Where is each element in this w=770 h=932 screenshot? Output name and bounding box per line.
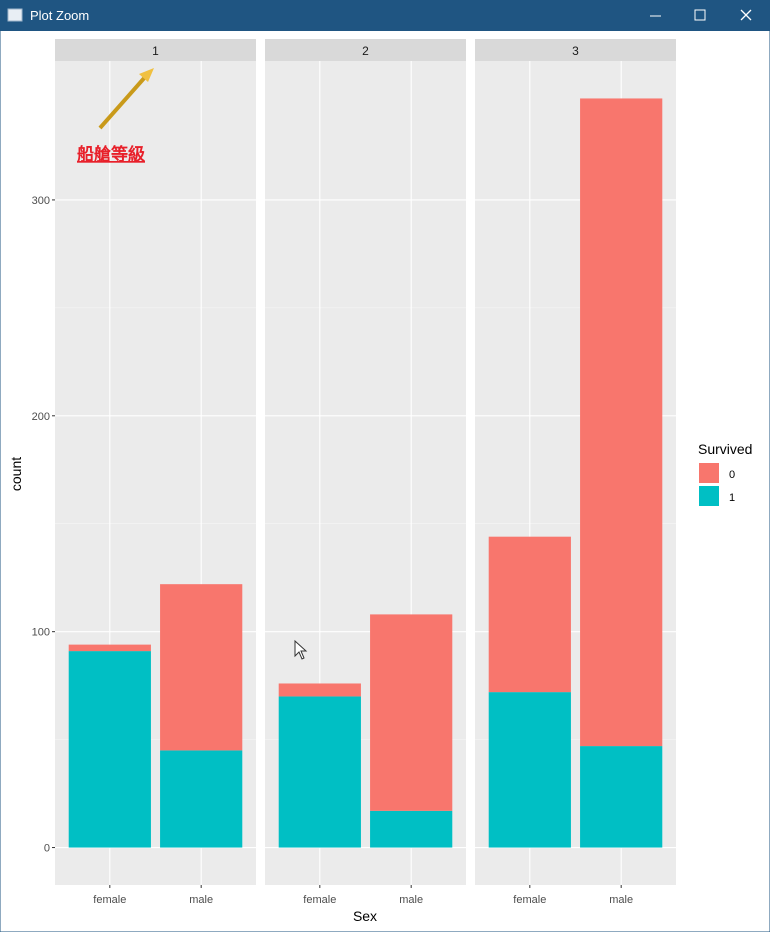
title-bar bbox=[0, 0, 770, 31]
bar-segment bbox=[370, 810, 453, 848]
bar-segment bbox=[580, 746, 663, 848]
bar-segment bbox=[160, 584, 243, 751]
strip bbox=[265, 39, 466, 61]
y-axis-label: count bbox=[8, 457, 24, 491]
y-tick-label: 0 bbox=[44, 843, 50, 855]
bar-segment bbox=[488, 692, 571, 848]
bar-segment bbox=[160, 750, 243, 848]
legend-label: 0 bbox=[729, 469, 735, 481]
x-tick-label: female bbox=[93, 894, 126, 906]
bar-segment bbox=[278, 683, 361, 697]
facet-label: 3 bbox=[572, 44, 579, 58]
bar-segment bbox=[580, 98, 663, 747]
y-tick-label: 200 bbox=[32, 411, 50, 423]
bar-segment bbox=[68, 651, 151, 848]
legend-title: Survived bbox=[698, 441, 752, 457]
window-title: Plot Zoom bbox=[30, 8, 89, 23]
annotation: 船艙等級 bbox=[77, 144, 145, 164]
mouse-cursor bbox=[294, 639, 308, 660]
plot: 1 female male 2 female male 3 female male 0 100 200… bbox=[8, 39, 752, 924]
annotation-arrow bbox=[98, 74, 148, 130]
x-tick-label: female bbox=[303, 894, 336, 906]
bar-segment bbox=[488, 536, 571, 693]
x-tick-label: male bbox=[189, 894, 213, 906]
x-tick-label: male bbox=[399, 894, 423, 906]
strip bbox=[475, 39, 676, 61]
strip bbox=[55, 39, 256, 61]
bar-segment bbox=[370, 614, 453, 811]
legend-key bbox=[699, 486, 719, 506]
x-tick-label: male bbox=[609, 894, 633, 906]
y-tick-label: 100 bbox=[32, 627, 50, 639]
maximize-button[interactable] bbox=[694, 9, 706, 21]
legend-label: 1 bbox=[729, 492, 735, 504]
facet-label: 1 bbox=[152, 44, 159, 58]
close-button[interactable] bbox=[740, 9, 752, 21]
facet-label: 2 bbox=[362, 44, 369, 58]
app-icon bbox=[7, 8, 23, 22]
bar-segment bbox=[68, 644, 151, 652]
x-tick-label: female bbox=[513, 894, 546, 906]
y-tick-label: 300 bbox=[32, 195, 50, 207]
x-axis-label: Sex bbox=[353, 908, 377, 924]
bar-segment bbox=[278, 696, 361, 848]
annotation-arrowhead bbox=[139, 68, 154, 82]
legend-key bbox=[699, 463, 719, 483]
